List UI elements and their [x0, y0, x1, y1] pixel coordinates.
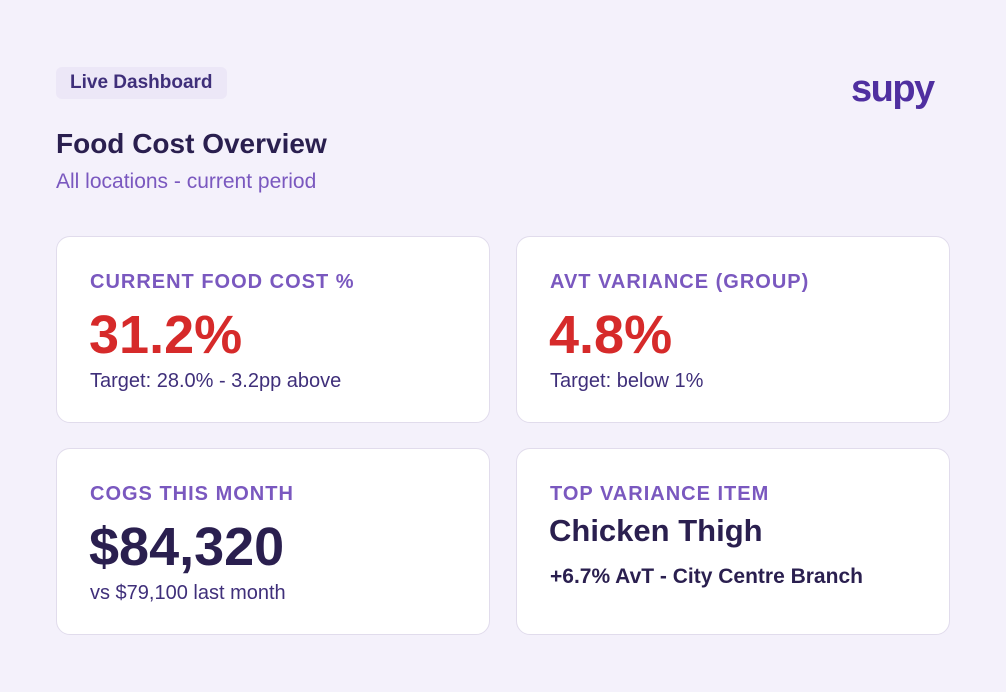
cogs-comparison: vs $79,100 last month	[90, 582, 286, 604]
top-variance-item-name: Chicken Thigh	[549, 513, 763, 548]
card-label: AVT VARIANCE (GROUP)	[550, 271, 810, 293]
avt-variance-value: 4.8%	[549, 305, 673, 365]
card-label: COGS THIS MONTH	[90, 483, 294, 505]
live-dashboard-badge: Live Dashboard	[56, 67, 227, 99]
supy-logo: supy	[851, 68, 935, 110]
food-cost-target: Target: 28.0% - 3.2pp above	[90, 370, 342, 392]
page-title: Food Cost Overview	[56, 128, 327, 159]
top-variance-item-card: TOP VARIANCE ITEM Chicken Thigh +6.7% Av…	[516, 448, 950, 635]
page-subtitle: All locations - current period	[56, 170, 317, 193]
cogs-card: COGS THIS MONTH $84,320 vs $79,100 last …	[56, 448, 490, 635]
avt-variance-target: Target: below 1%	[550, 370, 704, 392]
card-label: CURRENT FOOD COST %	[90, 271, 355, 293]
avt-variance-card: AVT VARIANCE (GROUP) 4.8% Target: below …	[516, 236, 950, 423]
current-food-cost-card: CURRENT FOOD COST % 31.2% Target: 28.0% …	[56, 236, 490, 423]
food-cost-value: 31.2%	[89, 305, 243, 365]
top-variance-item-detail: +6.7% AvT - City Centre Branch	[550, 565, 863, 588]
cogs-value: $84,320	[89, 517, 285, 577]
card-label: TOP VARIANCE ITEM	[550, 483, 770, 505]
